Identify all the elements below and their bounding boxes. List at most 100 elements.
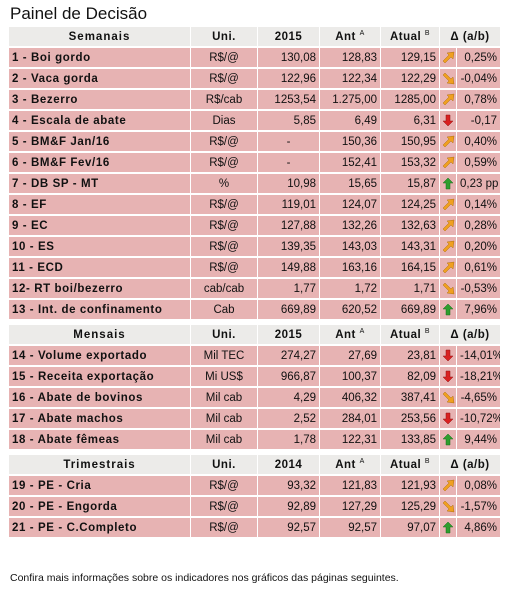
col-header-current-label: Atual [389,30,422,43]
col-header-current-sup: B [424,458,431,466]
value-year: 274,27 [258,346,320,367]
value-year: 139,35 [258,237,320,258]
arrow-down-right-icon [440,69,457,90]
arrow-down-red-icon [440,367,457,388]
table-row: 8 - EF R$/@ 119,01 124,07 124,25 0,14% [9,195,501,216]
arrow-down-right-icon [440,388,457,409]
col-header-delta: Δ (a/b) [440,325,501,346]
value-current: 6,31 [381,111,440,132]
value-year: 1,77 [258,279,320,300]
indicator-unit: Mil TEC [191,346,258,367]
indicator-name: 19 - PE - Cria [9,476,191,497]
indicator-unit: Mi US$ [191,367,258,388]
indicator-unit: R$/@ [191,497,258,518]
value-current: 97,07 [381,518,440,539]
value-year: - [258,132,320,153]
value-delta: -14,01% [457,346,501,367]
indicator-unit: cab/cab [191,279,258,300]
col-header-current-label: Atual [389,458,422,471]
arrow-down-right-icon [440,279,457,300]
indicator-unit: R$/@ [191,132,258,153]
col-header-previous-label: Ant [335,328,356,341]
value-current: 23,81 [381,346,440,367]
table-row: 10 - ES R$/@ 139,35 143,03 143,31 0,20% [9,237,501,258]
col-header-previous-label: Ant [335,458,356,471]
indicator-name: 18 - Abate fêmeas [9,430,191,451]
indicator-unit: % [191,174,258,195]
value-current: 133,85 [381,430,440,451]
indicator-unit: R$/@ [191,518,258,539]
indicator-name: 2 - Vaca gorda [9,69,191,90]
value-current: 125,29 [381,497,440,518]
value-delta: 0,61% [457,258,501,279]
indicator-unit: R$/@ [191,48,258,69]
value-delta: 0,59% [457,153,501,174]
arrow-up-right-icon [440,90,457,111]
indicator-unit: R$/@ [191,216,258,237]
value-delta: 0,28% [457,216,501,237]
indicator-name: 15 - Receita exportação [9,367,191,388]
col-header-unit: Uni. [191,455,258,476]
indicator-unit: R$/@ [191,258,258,279]
value-year: 669,89 [258,300,320,321]
col-header-unit: Uni. [191,27,258,48]
indicator-unit: R$/cab [191,90,258,111]
indicator-name: 3 - Bezerro [9,90,191,111]
section-title: Trimestrais [9,455,191,476]
value-current: 164,15 [381,258,440,279]
value-delta: -0,04% [457,69,501,90]
value-current: 82,09 [381,367,440,388]
col-header-year: 2015 [258,325,320,346]
section-gap [9,451,501,455]
value-year: 1,78 [258,430,320,451]
value-delta: -10,72% [457,409,501,430]
indicator-name: 8 - EF [9,195,191,216]
arrow-up-green-icon [440,300,457,321]
col-header-year: 2014 [258,455,320,476]
value-delta: -0,17 [457,111,501,132]
col-header-year: 2015 [258,27,320,48]
value-previous: 100,37 [320,367,381,388]
indicator-unit: R$/@ [191,476,258,497]
arrow-up-right-icon [440,195,457,216]
value-previous: 122,31 [320,430,381,451]
table-row: 9 - EC R$/@ 127,88 132,26 132,63 0,28% [9,216,501,237]
table-row: 3 - Bezerro R$/cab 1253,54 1.275,00 1285,00 0… [9,90,501,111]
value-previous: 143,03 [320,237,381,258]
value-year: 119,01 [258,195,320,216]
table-row: 17 - Abate machos Mil cab 2,52 284,01 253,56… [9,409,501,430]
value-year: - [258,153,320,174]
indicator-name: 20 - PE - Engorda [9,497,191,518]
table-row: 15 - Receita exportação Mi US$ 966,87 100,3… [9,367,501,388]
value-year: 5,85 [258,111,320,132]
value-year: 130,08 [258,48,320,69]
table-row: 12- RT boi/bezerro cab/cab 1,77 1,72 1,71 -0,… [9,279,501,300]
value-previous: 163,16 [320,258,381,279]
value-year: 92,57 [258,518,320,539]
page-title: Painel de Decisão [10,4,148,23]
arrow-down-red-icon [440,346,457,367]
arrow-down-right-icon [440,497,457,518]
table-row: 2 - Vaca gorda R$/@ 122,96 122,34 122,29 -0,0… [9,69,501,90]
indicator-name: 12- RT boi/bezerro [9,279,191,300]
col-header-previous: Ant A [320,455,381,476]
indicator-unit: R$/@ [191,237,258,258]
value-year: 92,89 [258,497,320,518]
value-current: 143,31 [381,237,440,258]
value-delta: 0,23 pp [457,174,501,195]
value-current: 15,87 [381,174,440,195]
arrow-up-right-icon [440,132,457,153]
arrow-up-green-icon [440,430,457,451]
indicator-name: 14 - Volume exportado [9,346,191,367]
col-header-unit: Uni. [191,325,258,346]
indicator-name: 1 - Boi gordo [9,48,191,69]
value-year: 93,32 [258,476,320,497]
indicator-name: 5 - BM&F Jan/16 [9,132,191,153]
value-current: 121,93 [381,476,440,497]
indicator-name: 11 - ECD [9,258,191,279]
value-current: 253,56 [381,409,440,430]
value-previous: 121,83 [320,476,381,497]
value-current: 1,71 [381,279,440,300]
